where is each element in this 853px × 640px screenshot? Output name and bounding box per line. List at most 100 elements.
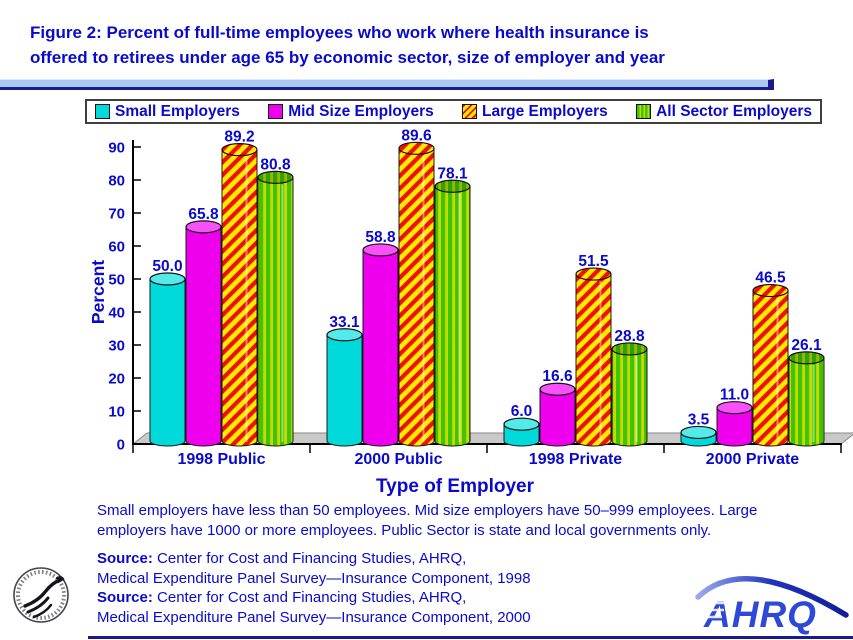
y-tick-label: 30	[108, 338, 125, 355]
bar-value-label: 80.8	[260, 156, 291, 173]
category-label: 2000 Public	[354, 451, 442, 468]
bottom-border-line	[88, 636, 853, 639]
y-tick-label: 10	[108, 404, 125, 421]
bar-large-0	[221, 149, 258, 447]
bar-value-label: 89.2	[224, 129, 254, 146]
figure-title-line1: Figure 2: Percent of full-time employees…	[30, 23, 649, 42]
chart-legend: Small Employers Mid Size Employers Large…	[85, 99, 822, 124]
ahrq-logo-stripes	[696, 601, 726, 619]
bar-value-label: 16.6	[542, 368, 573, 385]
bar-value-label: 58.8	[365, 229, 396, 246]
bar-value-label: 6.0	[511, 403, 533, 420]
bar-value-label: 28.8	[614, 328, 645, 345]
bar-value-label: 3.5	[688, 411, 710, 428]
y-axis-title: Percent	[88, 260, 108, 324]
legend-label-large: Large Employers	[482, 102, 608, 120]
bar-top-small-3	[680, 425, 717, 440]
legend-item-large: Large Employers	[462, 103, 608, 121]
category-label: 2000 Private	[706, 451, 800, 468]
bar-value-label: 11.0	[720, 387, 749, 404]
bar-value-label: 33.1	[329, 314, 360, 331]
legend-label-all: All Sector Employers	[656, 102, 812, 120]
bar-mid-2	[539, 388, 576, 447]
bar-large-2	[575, 273, 612, 447]
bar-top-mid-1	[362, 243, 399, 257]
bar-all-0	[257, 176, 294, 447]
bar-all-3	[788, 357, 825, 447]
bar-mid-0	[185, 226, 222, 447]
bar-large-1	[398, 147, 435, 447]
ahrq-logo-text: AHRQ	[703, 594, 817, 635]
y-tick-label: 60	[108, 239, 125, 256]
source-2000-prefix: Source:	[97, 589, 153, 606]
y-tick-label: 40	[108, 305, 125, 322]
hhs-eagle-icon	[23, 576, 65, 619]
y-tick-label: 70	[108, 206, 125, 223]
category-label: 1998 Private	[529, 451, 623, 468]
bar-all-1	[434, 185, 471, 447]
bar-large-3	[752, 290, 789, 447]
bar-top-mid-2	[539, 382, 576, 396]
legend-item-all: All Sector Employers	[636, 103, 812, 121]
bar-mid-3	[716, 407, 753, 447]
legend-swatch-all	[636, 104, 652, 119]
bar-chart: 0 10 20 30 40 50 60 70 80 90 50.0 33.1 6.0 3.5 65.8 58.…	[88, 127, 853, 497]
x-axis-title: Type of Employer	[376, 476, 535, 497]
legend-swatch-mid	[268, 104, 284, 119]
footnote-line2: employers have 1000 or more employees. P…	[97, 521, 712, 539]
bar-all-2	[611, 348, 648, 447]
bar-small-1	[326, 334, 363, 447]
bar-top-all-2	[611, 342, 648, 356]
bar-mid-1	[362, 249, 399, 447]
bar-small-0	[149, 278, 186, 447]
bar-top-small-2	[503, 417, 540, 431]
ahrq-logo: AHRQ	[695, 576, 849, 635]
hhs-logo-text-ring	[16, 570, 66, 620]
y-tick-label: 90	[108, 140, 125, 157]
legend-swatch-small	[95, 104, 110, 119]
bar-value-label: 51.5	[578, 253, 609, 270]
bar-value-label: 46.5	[755, 270, 786, 287]
bar-top-large-2	[575, 267, 612, 281]
legend-swatch-large	[462, 104, 478, 119]
source-2000-line2: Medical Expenditure Panel Survey—Insuran…	[97, 608, 531, 626]
category-label: 1998 Public	[177, 451, 265, 468]
source-1998-prefix: Source:	[97, 550, 153, 567]
title-divider-rule	[0, 79, 774, 90]
source-1998-line2: Medical Expenditure Panel Survey—Insuran…	[97, 569, 531, 587]
bar-value-label: 78.1	[437, 165, 468, 182]
source-2000: Source: Center for Cost and Financing St…	[97, 588, 531, 627]
bar-value-label: 65.8	[188, 206, 219, 223]
bar-top-small-1	[326, 328, 363, 342]
bar-value-label: 26.1	[791, 337, 822, 354]
bar-value-label: 89.6	[401, 127, 432, 144]
figure-title-line2: offered to retirees under age 65 by econ…	[30, 48, 665, 67]
bar-top-all-1	[434, 179, 471, 193]
bar-top-large-0	[221, 143, 258, 157]
y-tick-label: 20	[108, 371, 125, 388]
bar-value-label: 50.0	[152, 258, 182, 275]
bar-top-mid-3	[716, 401, 753, 415]
y-tick-label: 0	[117, 437, 125, 454]
source-1998: Source: Center for Cost and Financing St…	[97, 549, 531, 588]
y-tick-label: 50	[108, 272, 125, 289]
bar-top-large-1	[398, 141, 435, 155]
source-2000-line1: Source: Center for Cost and Financing St…	[97, 588, 531, 608]
bar-top-small-0	[149, 272, 186, 286]
source-2000-text: Center for Cost and Financing Studies, A…	[157, 589, 467, 606]
legend-label-small: Small Employers	[115, 102, 240, 120]
legend-label-mid: Mid Size Employers	[288, 102, 434, 120]
bar-top-mid-0	[185, 220, 222, 234]
hhs-logo	[13, 567, 69, 623]
bar-top-large-3	[752, 283, 789, 298]
figure-title: Figure 2: Percent of full-time employees…	[30, 20, 665, 70]
source-1998-text: Center for Cost and Financing Studies, A…	[157, 550, 467, 567]
legend-item-small: Small Employers	[95, 103, 240, 121]
bar-top-all-0	[257, 170, 294, 184]
source-1998-line1: Source: Center for Cost and Financing St…	[97, 549, 531, 569]
hhs-logo-outer-ring	[13, 567, 69, 623]
y-tick-label: 80	[108, 173, 125, 190]
ahrq-swoosh-icon	[695, 576, 849, 618]
footnote-line1: Small employers have less than 50 employ…	[97, 502, 758, 519]
